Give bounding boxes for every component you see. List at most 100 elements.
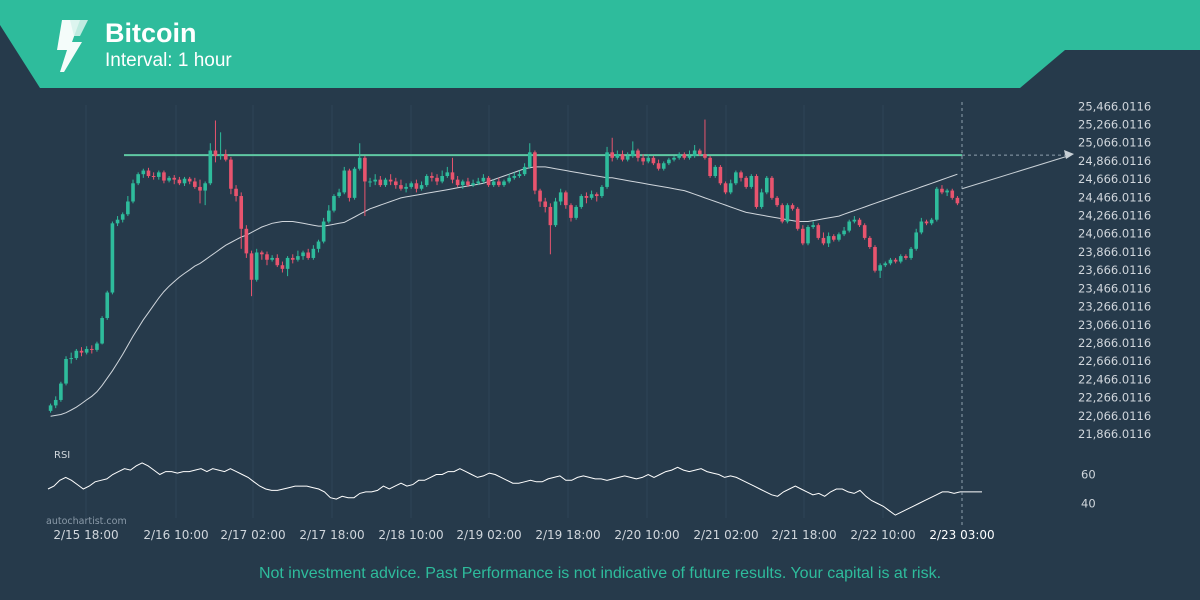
candle-body: [223, 154, 228, 160]
candle-body: [646, 157, 651, 162]
candle: [507, 174, 511, 184]
candle: [424, 174, 429, 187]
candle-body: [162, 172, 166, 181]
candle-body: [218, 154, 223, 156]
candle: [460, 179, 465, 189]
candle-body: [316, 241, 321, 249]
candle-body: [558, 192, 563, 202]
candle: [357, 143, 362, 171]
support-level: [124, 149, 1074, 190]
candle: [620, 150, 625, 162]
candle-body: [935, 188, 939, 220]
candle-body: [703, 154, 707, 158]
time-axis: 2/15 18:00 2/16 10:00 2/17 02:00 2/17 18:00…: [53, 528, 994, 542]
x-tick-label: 2/19 02:00: [456, 528, 521, 542]
candle-body: [332, 196, 336, 211]
candle-body: [759, 192, 764, 207]
candle-body: [471, 183, 475, 186]
candle: [713, 165, 718, 178]
candle-body: [48, 405, 53, 411]
candle: [105, 290, 110, 320]
candle: [785, 203, 790, 224]
candle: [455, 176, 460, 187]
candle: [120, 212, 125, 223]
x-tick-label: 2/21 18:00: [771, 528, 836, 542]
candle: [332, 194, 336, 213]
candle-body: [193, 181, 197, 187]
candle: [734, 170, 738, 186]
candle-body: [749, 176, 754, 187]
candle: [393, 177, 398, 189]
candle: [837, 232, 841, 242]
candle-body: [435, 177, 439, 182]
candle-body: [507, 177, 511, 182]
candle: [770, 176, 774, 200]
candle-body: [775, 197, 779, 206]
candle-body: [321, 221, 326, 242]
candle: [373, 174, 377, 186]
candle-body: [388, 179, 393, 182]
candle: [223, 149, 228, 162]
candle: [697, 148, 702, 156]
candle: [182, 176, 187, 187]
candle: [661, 161, 666, 171]
candle: [126, 196, 130, 217]
candle-body: [625, 155, 630, 160]
candle-body: [831, 236, 836, 240]
candle-body: [589, 194, 594, 198]
x-tick-label: 2/16 10:00: [143, 528, 208, 542]
candle-body: [636, 150, 640, 158]
candle: [53, 396, 58, 409]
candle: [234, 185, 238, 202]
candle: [409, 181, 414, 189]
y-tick-label: 25,466.0116: [1078, 99, 1151, 113]
candle-body: [244, 228, 249, 254]
candle: [935, 186, 939, 222]
candle-body: [486, 177, 491, 186]
candle: [285, 256, 290, 277]
candle-body: [460, 181, 465, 186]
candle: [543, 197, 548, 213]
candle: [95, 341, 99, 352]
candle: [115, 216, 120, 227]
candle-body: [821, 237, 826, 244]
candle: [491, 179, 496, 187]
candle-body: [847, 221, 852, 231]
candle: [435, 174, 439, 186]
rsi-tick-label: 40: [1081, 497, 1096, 511]
candle: [929, 217, 934, 226]
candle: [327, 205, 331, 224]
candle: [847, 219, 852, 233]
candle: [265, 251, 269, 266]
candle-body: [430, 176, 434, 178]
candle-body: [610, 152, 615, 158]
candle-body: [141, 170, 146, 175]
disclaimer-text: Not investment advice. Past Performance …: [258, 565, 942, 582]
x-tick-label: 2/20 10:00: [614, 528, 679, 542]
candle-body: [491, 181, 496, 186]
projection-line: [961, 155, 1069, 190]
candle: [811, 221, 815, 229]
candle: [399, 179, 403, 191]
candle: [69, 352, 73, 364]
candle: [502, 179, 506, 187]
candle: [218, 132, 223, 160]
candle: [522, 163, 527, 177]
candle-body: [239, 196, 244, 229]
rsi-panel: RSI 60 40 autochartist.com: [46, 450, 1096, 527]
candle: [316, 239, 321, 253]
candle-body: [383, 179, 388, 186]
candle-body: [538, 190, 542, 202]
candle-body: [940, 188, 944, 193]
candle: [290, 254, 295, 264]
candle-body: [543, 201, 548, 207]
candle: [677, 152, 681, 160]
rsi-label: RSI: [54, 450, 70, 461]
candle-body: [883, 263, 888, 266]
x-tick-label-current: 2/23 03:00: [929, 528, 994, 542]
candle-body: [198, 186, 202, 191]
candle-body: [373, 179, 377, 182]
candle-body: [476, 181, 481, 184]
candle-body: [393, 181, 398, 186]
candle: [517, 170, 522, 178]
